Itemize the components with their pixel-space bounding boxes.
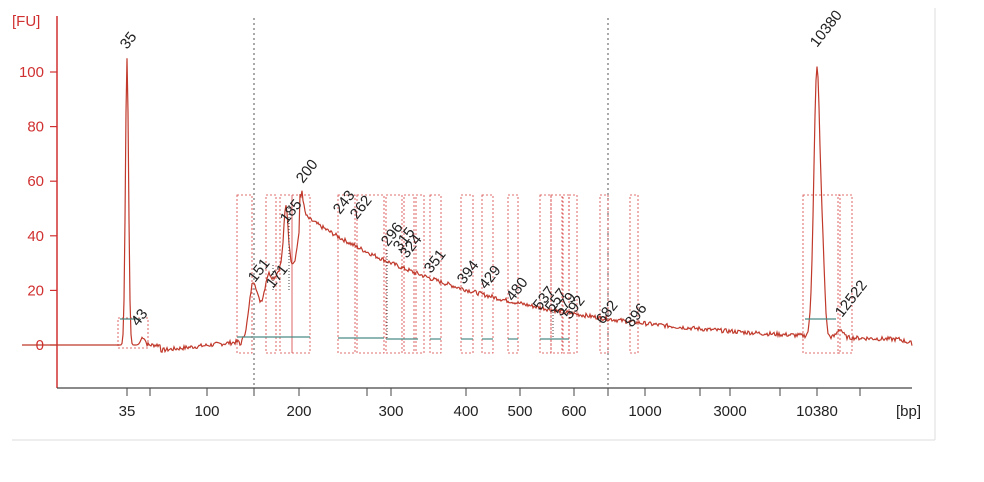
peak-region-box	[507, 194, 519, 354]
peak-region-box	[460, 194, 474, 354]
peak-label: 480	[503, 274, 532, 304]
peak-region-box	[599, 194, 609, 354]
peak-region-box	[236, 194, 253, 354]
peak-region-box	[279, 194, 293, 354]
x-tick-label: 500	[507, 403, 532, 420]
x-tick-label: 1000	[628, 403, 661, 420]
peak-label: 351	[421, 246, 450, 276]
y-tick-label: 60	[27, 173, 44, 190]
x-tick-label: 10380	[796, 403, 838, 420]
y-tick-label: 20	[27, 282, 44, 299]
peak-region-box	[265, 194, 277, 354]
peak-label: 200	[293, 156, 322, 186]
upper-marker-label: 10380	[807, 7, 846, 50]
y-tick-label: 40	[27, 228, 44, 245]
peak-region-box	[385, 194, 403, 354]
peak-region-box	[356, 194, 385, 354]
x-tick-label: 300	[378, 403, 403, 420]
x-tick-label: 400	[453, 403, 478, 420]
peak-region-box	[429, 194, 442, 354]
peak-region-box	[568, 194, 578, 354]
x-unit-label: [bp]	[896, 403, 921, 420]
peak-label: 43	[128, 306, 152, 330]
peak-region-box	[403, 194, 415, 354]
electropherogram-trace	[22, 58, 913, 354]
peak-region-box	[837, 194, 853, 354]
peak-region-box	[802, 194, 841, 354]
x-tick-label: 35	[119, 403, 136, 420]
x-tick-label: 3000	[713, 403, 746, 420]
peak-region-box	[562, 194, 570, 354]
y-unit-label: [FU]	[12, 13, 40, 30]
y-tick-label: 80	[27, 119, 44, 136]
x-tick-label: 200	[286, 403, 311, 420]
peak-region-box	[550, 194, 563, 354]
peak-region-box	[415, 194, 425, 354]
peak-region-box	[481, 194, 494, 354]
y-tick-label: 100	[19, 64, 44, 81]
peak-region-box	[629, 194, 639, 354]
peak-region-box	[337, 194, 356, 354]
x-tick-label: 600	[561, 403, 586, 420]
peak-label: 185	[277, 196, 306, 226]
x-tick-label: 100	[194, 403, 219, 420]
peak-region-box	[117, 317, 149, 349]
plot-frame	[12, 8, 936, 441]
lower-marker-label: 35	[117, 29, 141, 53]
peak-region-box	[539, 194, 552, 354]
